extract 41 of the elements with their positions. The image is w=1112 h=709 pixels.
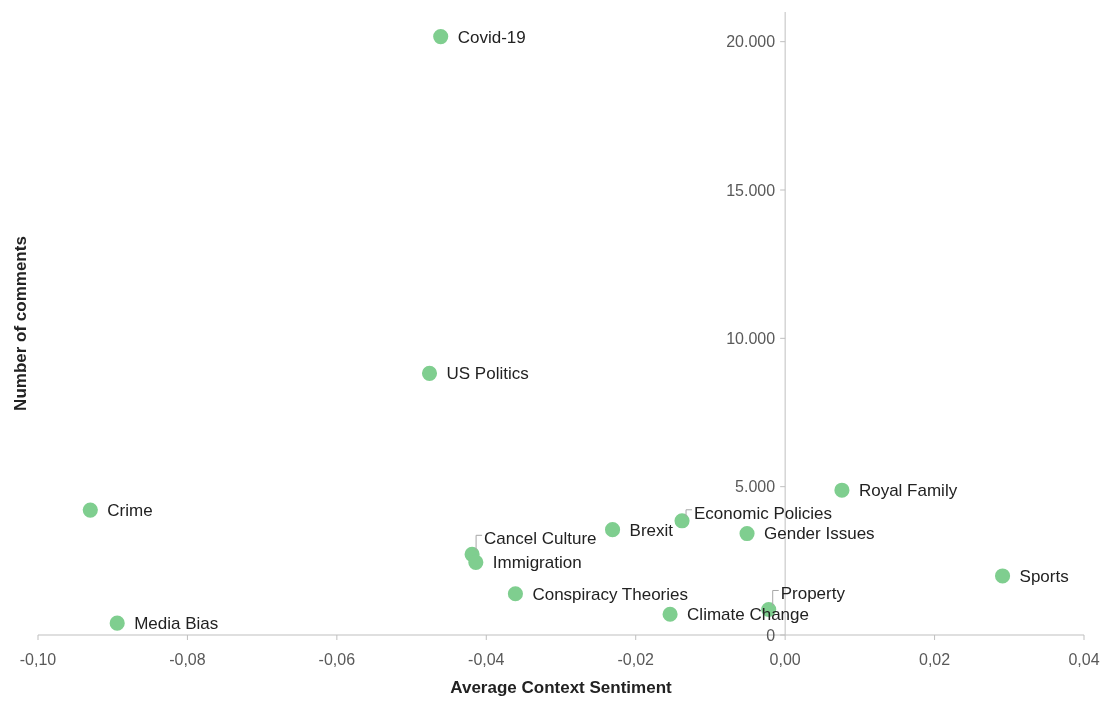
- point: [739, 525, 755, 542]
- annotation: Property: [780, 584, 846, 604]
- y-tick-label: 10.000: [726, 329, 776, 347]
- point: [834, 482, 850, 498]
- annotation: Climate Change: [687, 605, 809, 625]
- y-tick-label: 5.000: [735, 478, 776, 496]
- point: [604, 522, 621, 538]
- point: [421, 365, 438, 381]
- annotation: Conspiracy Theories: [532, 584, 689, 604]
- y-axis-title: Number of comments: [10, 236, 30, 411]
- x-tick-label: 0,04: [1068, 651, 1100, 668]
- x-tick-label: 0,00: [769, 651, 801, 668]
- annotation: Crime: [107, 501, 153, 521]
- point: [82, 502, 98, 518]
- annotation: Royal Family: [858, 481, 958, 501]
- point: [468, 554, 484, 570]
- x-tick-label: -0,06: [318, 651, 356, 668]
- annotation: Cancel Culture: [484, 529, 597, 549]
- x-tick-label: -0,02: [617, 651, 655, 668]
- annotation: Immigration: [492, 553, 582, 573]
- point: [994, 568, 1011, 584]
- y-tick-label: 20.000: [726, 33, 776, 51]
- y-tick-label: 0: [766, 626, 776, 644]
- y-tick-label: 15.000: [726, 181, 776, 199]
- point: [674, 513, 690, 529]
- annotation: US Politics: [446, 364, 529, 384]
- annotation: Media Bias: [134, 614, 219, 634]
- annotation: Covid-19: [457, 27, 526, 47]
- annotation: Economic Policies: [694, 503, 832, 523]
- point: [109, 615, 125, 631]
- x-tick-label: -0,10: [19, 651, 57, 668]
- x-tick-label: 0,02: [919, 651, 951, 668]
- annotation: Gender Issues: [764, 524, 875, 544]
- annotation: Sports: [1019, 566, 1069, 586]
- x-axis-title: Average Context Sentiment: [450, 678, 673, 697]
- x-tick-label: -0,04: [468, 651, 505, 668]
- point: [662, 606, 678, 622]
- annotation: Brexit: [629, 520, 674, 540]
- point: [507, 586, 523, 602]
- point: [433, 29, 449, 45]
- x-tick-label: -0,08: [169, 651, 206, 668]
